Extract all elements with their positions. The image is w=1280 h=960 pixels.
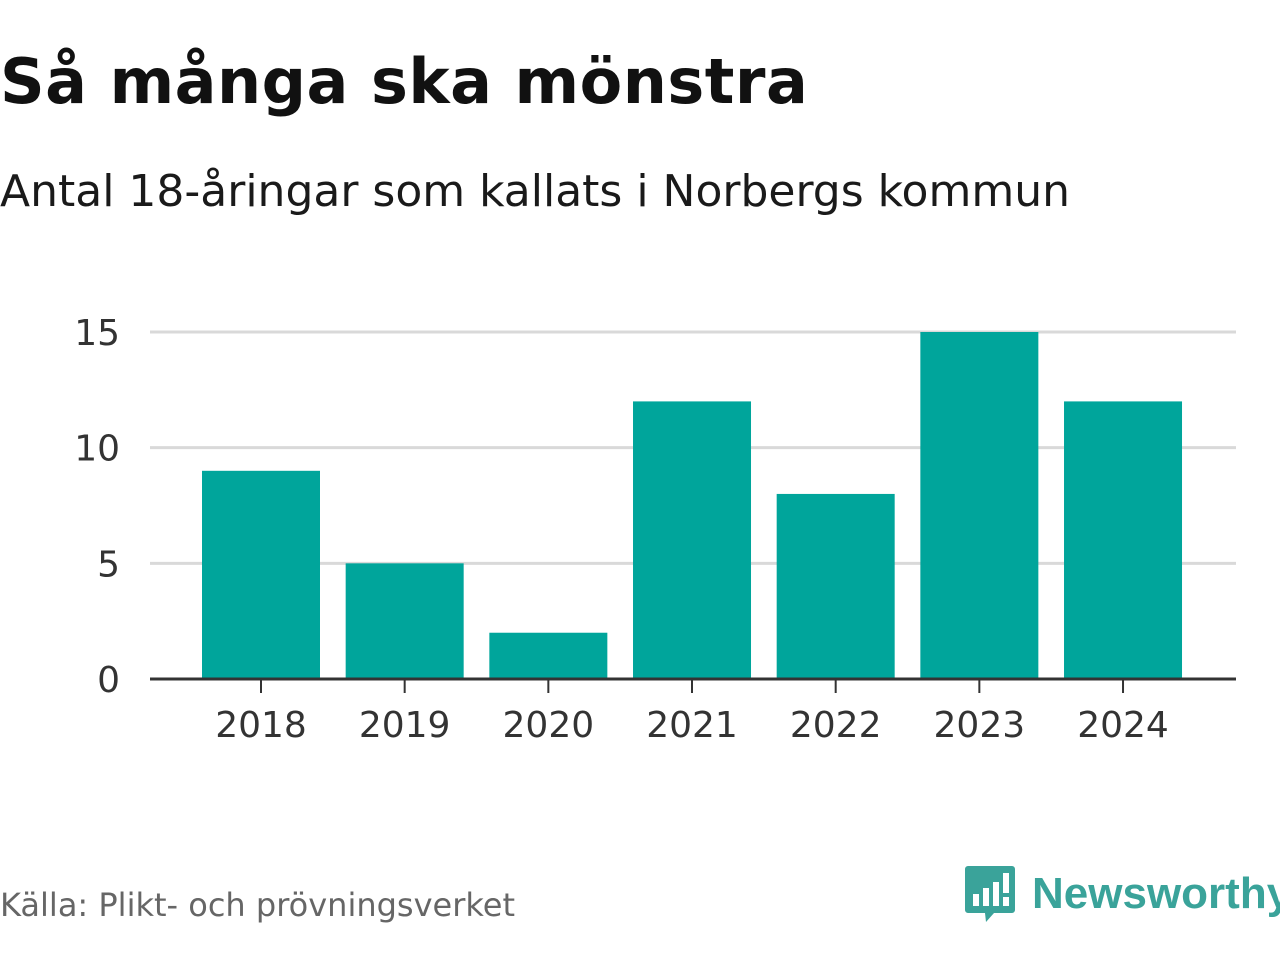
newsworthy-logo-icon	[965, 866, 1015, 922]
y-tick-label-15: 15	[74, 313, 120, 354]
bar-2020	[489, 632, 608, 679]
bar-2024	[1064, 401, 1183, 679]
chart-subtitle: Antal 18-åringar som kallats i Norbergs …	[0, 166, 1070, 217]
brand-mark: Newsworthy	[964, 864, 1280, 924]
bar-2021	[633, 401, 752, 679]
x-tick-label-2021: 2021	[646, 705, 738, 746]
bar-2018	[202, 470, 320, 679]
bar-2022	[776, 493, 895, 679]
x-tick-label-2023: 2023	[934, 705, 1026, 746]
bar-2019	[345, 563, 464, 679]
source-note: Källa: Plikt- och prövningsverket	[0, 886, 515, 924]
y-tick-label-0: 0	[97, 660, 120, 701]
x-tick-label-2018: 2018	[215, 705, 307, 746]
y-tick-label-10: 10	[74, 429, 120, 470]
axes: 0 5 10 15 2018 2019 2020 2021 2022 2023 2024	[74, 313, 1236, 746]
x-tick-label-2024: 2024	[1077, 705, 1169, 746]
x-tick-label-2019: 2019	[359, 705, 451, 746]
x-tick-label-2022: 2022	[790, 705, 882, 746]
y-tick-label-5: 5	[97, 544, 120, 585]
x-tick-label-2020: 2020	[503, 705, 595, 746]
chart-title: Så många ska mönstra	[0, 45, 809, 118]
bars	[202, 332, 1183, 679]
bar-2023	[920, 332, 1039, 679]
brand-name: Newsworthy	[1032, 869, 1280, 918]
